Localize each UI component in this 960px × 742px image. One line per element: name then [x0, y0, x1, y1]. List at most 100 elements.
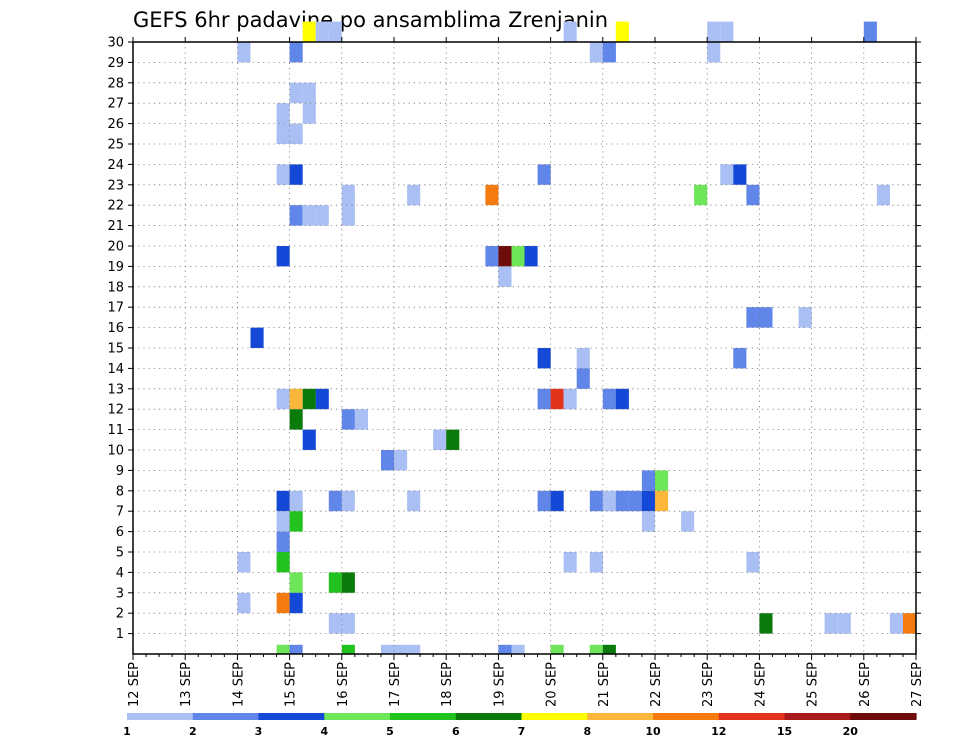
- legend-swatch: [390, 713, 457, 720]
- heatmap-cell: [341, 205, 355, 226]
- heatmap-cell: [289, 409, 303, 430]
- heatmap-cell: [589, 552, 603, 573]
- heatmap-cell: [302, 429, 316, 450]
- heatmap-cell: [550, 388, 564, 410]
- x-tick-label: 24 SEP: [753, 662, 768, 707]
- y-tick-label: 17: [107, 301, 124, 316]
- heatmap-cell: [289, 164, 303, 185]
- heatmap-cell: [485, 246, 499, 267]
- heatmap-cell: [889, 613, 903, 634]
- x-tick-label: 21 SEP: [597, 662, 612, 707]
- heatmap-cell: [433, 429, 447, 450]
- legend-swatch: [258, 713, 325, 720]
- legend-label: 6: [452, 725, 460, 738]
- x-tick-label: 25 SEP: [806, 662, 821, 707]
- y-tick-label: 25: [107, 138, 124, 153]
- heatmap-cell: [655, 470, 669, 491]
- heatmap-cell: [237, 42, 251, 63]
- legend-label: 20: [843, 725, 859, 738]
- x-tick-label: 19 SEP: [492, 662, 507, 707]
- heatmap-cell: [276, 490, 290, 512]
- heatmap-cell: [681, 511, 695, 532]
- y-tick-label: 1: [116, 627, 124, 642]
- y-tick-label: 22: [107, 199, 124, 214]
- heatmap-cell: [563, 21, 577, 42]
- heatmap-cell: [302, 103, 316, 124]
- chart-title: GEFS 6hr padavine po ansamblima Zrenjani…: [133, 8, 608, 32]
- heatmap-cell: [615, 21, 629, 42]
- legend-label: 2: [189, 725, 197, 738]
- heatmap-cell: [759, 613, 773, 634]
- heatmap-cell: [746, 307, 760, 328]
- heatmap-cell: [289, 82, 303, 104]
- heatmap-cell: [289, 42, 303, 63]
- y-tick-label: 2: [116, 607, 124, 622]
- heatmap-cell: [498, 644, 512, 654]
- legend-label: 4: [320, 725, 328, 738]
- heatmap-cell: [707, 42, 721, 63]
- heatmap-cell: [407, 490, 421, 512]
- heatmap-cell: [276, 552, 290, 573]
- heatmap-cell: [550, 490, 564, 512]
- heatmap-cell: [537, 164, 551, 185]
- heatmap-cell: [511, 246, 525, 267]
- heatmap-cell: [394, 450, 408, 471]
- heatmap-cell: [537, 490, 551, 512]
- heatmap-cell: [720, 21, 734, 42]
- heatmap-cell: [641, 490, 655, 512]
- heatmap-cell: [655, 490, 669, 512]
- legend-label: 10: [645, 725, 661, 738]
- heatmap-cell: [707, 21, 721, 42]
- color-legend: 1 2 3 4 5 6 7 8 10 12 15 20: [123, 713, 917, 738]
- legend-swatch: [521, 713, 588, 720]
- legend-swatch: [587, 713, 654, 720]
- heatmap-cell: [276, 531, 290, 552]
- heatmap-cell: [537, 348, 551, 369]
- heatmap-cell: [759, 307, 773, 328]
- heatmap-cell: [315, 205, 329, 226]
- heatmap-cell: [315, 21, 329, 42]
- heatmap-cell: [589, 490, 603, 512]
- legend-label: 3: [255, 725, 263, 738]
- legend-swatch: [455, 713, 523, 720]
- y-tick-label: 24: [107, 158, 124, 173]
- heatmap-cell: [341, 409, 355, 430]
- legend-swatch: [324, 713, 391, 720]
- legend-swatch: [784, 713, 851, 720]
- heatmap-cell: [276, 511, 290, 532]
- y-tick-label: 15: [107, 342, 124, 357]
- y-tick-label: 28: [107, 76, 124, 91]
- heatmap-cell: [341, 613, 355, 634]
- heatmap-cell: [328, 21, 342, 42]
- x-tick-label: 27 SEP: [910, 662, 925, 707]
- legend-label: 12: [711, 725, 726, 738]
- y-tick-label: 14: [107, 362, 124, 377]
- y-tick-label: 29: [107, 56, 124, 71]
- heatmap-cell: [641, 470, 655, 491]
- heatmap-cell: [498, 266, 512, 287]
- y-tick-label: 6: [116, 525, 124, 540]
- x-tick-label: 23 SEP: [701, 662, 716, 707]
- x-tick-label: 15 SEP: [284, 662, 299, 707]
- heatmap-cell: [863, 21, 877, 42]
- heatmap-cell: [341, 184, 355, 206]
- heatmap-cell: [524, 246, 538, 267]
- heatmap-cell: [694, 184, 708, 206]
- heatmap-cell: [328, 490, 342, 512]
- legend-label: 8: [583, 725, 591, 738]
- legend-label: 15: [777, 725, 792, 738]
- heatmap-cell: [276, 103, 290, 124]
- heatmap-cell: [289, 490, 303, 512]
- x-tick-label: 13 SEP: [179, 662, 194, 707]
- heatmap-cell: [615, 388, 629, 410]
- heatmap-cell: [302, 82, 316, 104]
- heatmap-cell: [589, 42, 603, 63]
- heatmap-cell: [276, 388, 290, 410]
- legend-label: 5: [386, 725, 394, 738]
- x-tick-label: 12 SEP: [127, 662, 142, 707]
- grid-lines: [133, 41, 916, 654]
- heatmap-cell: [446, 429, 460, 450]
- heatmap-cell: [289, 511, 303, 532]
- heatmap-cell: [733, 164, 747, 185]
